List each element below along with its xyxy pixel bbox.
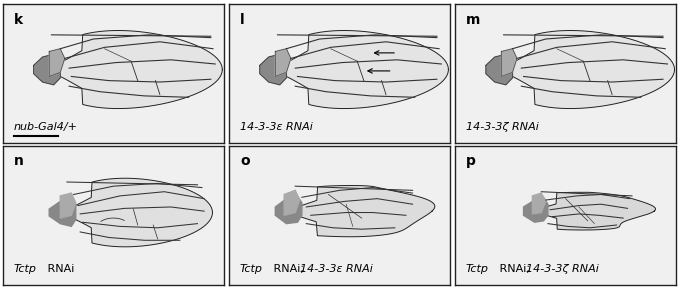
Polygon shape	[34, 54, 60, 85]
Polygon shape	[60, 193, 76, 218]
Polygon shape	[486, 54, 513, 85]
Polygon shape	[58, 178, 213, 247]
Text: 14-3-3ε RNAi: 14-3-3ε RNAi	[240, 122, 313, 132]
Polygon shape	[285, 190, 299, 215]
Polygon shape	[282, 186, 435, 237]
Polygon shape	[272, 31, 448, 109]
Text: k: k	[14, 13, 23, 27]
Text: l: l	[240, 13, 244, 27]
Text: RNAi: RNAi	[43, 264, 74, 274]
Polygon shape	[275, 49, 291, 77]
Text: nub-Gal4/+: nub-Gal4/+	[14, 122, 78, 132]
Polygon shape	[498, 31, 674, 109]
Polygon shape	[532, 193, 546, 214]
Text: m: m	[466, 13, 480, 27]
Text: Tctp: Tctp	[240, 264, 263, 274]
Text: o: o	[240, 154, 249, 168]
Text: p: p	[466, 154, 476, 168]
Polygon shape	[49, 199, 76, 226]
Text: 14-3-3ζ RNAi: 14-3-3ζ RNAi	[526, 264, 599, 274]
Text: RNAi;: RNAi;	[496, 264, 534, 274]
Polygon shape	[275, 196, 302, 224]
Text: 14-3-3ε RNAi: 14-3-3ε RNAi	[299, 264, 373, 274]
Polygon shape	[524, 192, 655, 230]
Text: Tctp: Tctp	[14, 264, 37, 274]
Text: 14-3-3ζ RNAi: 14-3-3ζ RNAi	[466, 122, 539, 132]
Polygon shape	[501, 49, 517, 77]
Polygon shape	[49, 49, 65, 77]
Text: RNAi;: RNAi;	[270, 264, 308, 274]
Text: Tctp: Tctp	[466, 264, 489, 274]
Text: n: n	[14, 154, 24, 168]
Polygon shape	[260, 54, 287, 85]
Polygon shape	[45, 31, 222, 109]
Polygon shape	[524, 197, 548, 222]
